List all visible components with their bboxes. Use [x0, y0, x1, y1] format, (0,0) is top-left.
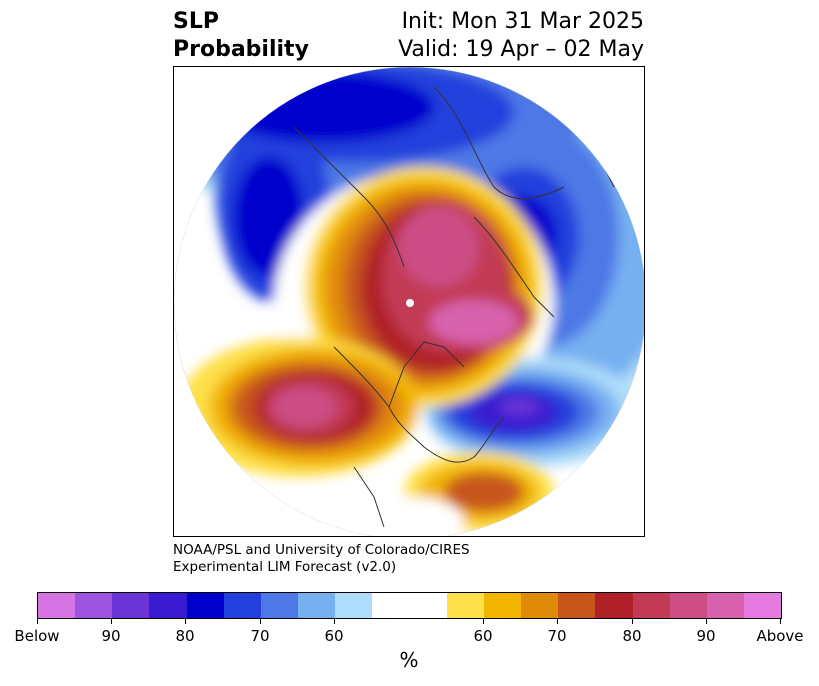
- colorbar-segment: [186, 593, 224, 618]
- colorbar: [37, 592, 782, 619]
- colorbar-tick: [557, 619, 558, 624]
- title-line-2: Probability: [173, 37, 309, 62]
- colorbar-segment: [260, 593, 299, 618]
- colorbar-segment: [558, 593, 596, 618]
- probability-field: [174, 67, 644, 536]
- colorbar-tick-label: Above: [756, 627, 804, 645]
- colorbar-segment: [409, 593, 447, 618]
- forecast-dates: Init: Mon 31 Mar 2025 Valid: 19 Apr – 02…: [398, 8, 644, 64]
- colorbar-units: %: [399, 648, 419, 672]
- colorbar-tick-label: 90: [696, 627, 716, 645]
- title-line-1: SLP: [173, 9, 219, 34]
- colorbar-segment: [149, 593, 187, 618]
- colorbar-segment: [372, 593, 410, 618]
- colorbar-tick-label: 60: [473, 627, 493, 645]
- colorbar-segment: [743, 593, 782, 618]
- colorbar-tick: [111, 619, 112, 624]
- coastlines: [293, 86, 615, 528]
- credit-line-1: NOAA/PSL and University of Colorado/CIRE…: [173, 542, 470, 558]
- colorbar-tick: [780, 619, 781, 624]
- colorbar-tick-label: 70: [250, 627, 270, 645]
- valid-dates: Valid: 19 Apr – 02 May: [398, 37, 644, 62]
- credit-line-2: Experimental LIM Forecast (v2.0): [173, 559, 397, 575]
- colorbar-tick: [260, 619, 261, 624]
- colorbar-segment: [706, 593, 744, 618]
- colorbar-segment: [669, 593, 707, 618]
- polar-map: [174, 67, 644, 536]
- colorbar-tick: [37, 619, 38, 624]
- colorbar-tick-label: 60: [324, 627, 344, 645]
- colorbar-tick: [632, 619, 633, 624]
- colorbar-segment: [595, 593, 633, 618]
- colorbar-tick-label: 90: [101, 627, 121, 645]
- credit-text: NOAA/PSL and University of Colorado/CIRE…: [173, 542, 470, 576]
- map-panel: [173, 66, 645, 537]
- colorbar-tick-label: 80: [622, 627, 642, 645]
- colorbar-tick-label: Below: [14, 627, 60, 645]
- colorbar-segment: [112, 593, 150, 618]
- colorbar-tick-label: 80: [175, 627, 195, 645]
- colorbar-segment: [632, 593, 670, 618]
- colorbar-segment: [38, 593, 76, 618]
- map-title: SLP Probability: [173, 8, 309, 64]
- colorbar-tick: [334, 619, 335, 624]
- colorbar-segment: [298, 593, 336, 618]
- colorbar-segment: [223, 593, 261, 618]
- colorbar-segment: [446, 593, 484, 618]
- colorbar-tick: [706, 619, 707, 624]
- colorbar-tick-label: 70: [547, 627, 567, 645]
- colorbar-segment: [75, 593, 113, 618]
- init-date: Init: Mon 31 Mar 2025: [401, 9, 644, 34]
- colorbar-segment: [335, 593, 373, 618]
- colorbar-tick: [185, 619, 186, 624]
- colorbar-tick: [483, 619, 484, 624]
- colorbar-segment: [483, 593, 522, 618]
- colorbar-segment: [521, 593, 559, 618]
